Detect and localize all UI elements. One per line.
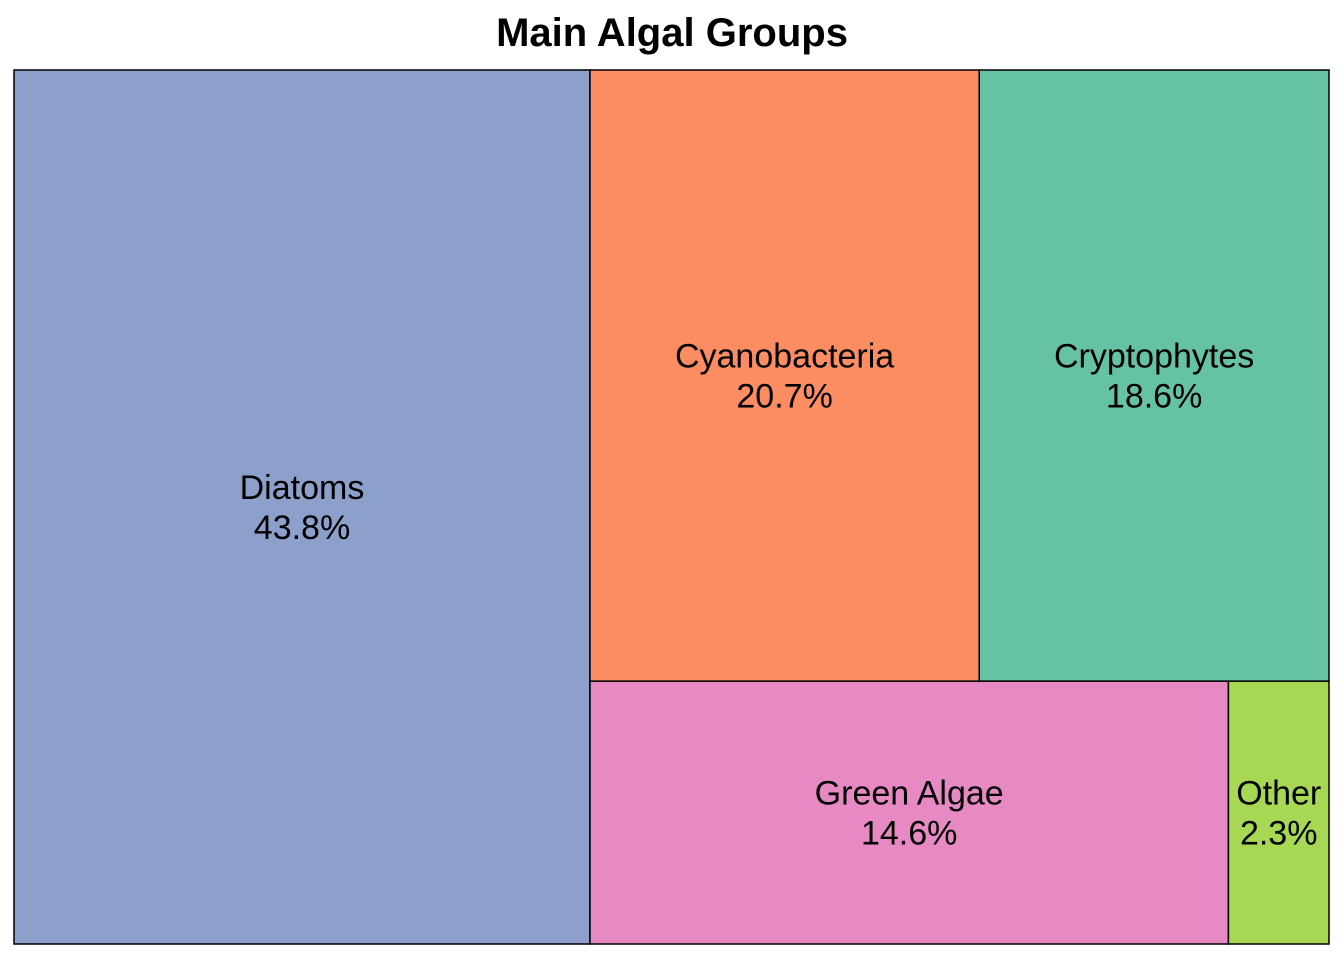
tile-diatoms [13, 69, 591, 945]
tile-label-other: Other [1236, 774, 1321, 812]
tile-green-algae [589, 680, 1230, 945]
tile-value-green-algae: 14.6% [861, 814, 957, 852]
tile-value-cryptophytes: 18.6% [1106, 377, 1202, 415]
tile-cryptophytes [978, 69, 1330, 682]
tile-label-green-algae: Green Algae [815, 774, 1004, 812]
tile-value-other: 2.3% [1240, 814, 1318, 852]
tile-label-cyanobacteria: Cyanobacteria [675, 337, 894, 375]
tile-value-diatoms: 43.8% [254, 509, 350, 547]
tile-label-cryptophytes: Cryptophytes [1054, 337, 1254, 375]
tile-label-diatoms: Diatoms [240, 469, 365, 507]
chart-title: Main Algal Groups [496, 11, 848, 55]
tile-other [1227, 680, 1330, 945]
tile-value-cyanobacteria: 20.7% [736, 377, 832, 415]
tile-cyanobacteria [589, 69, 980, 682]
